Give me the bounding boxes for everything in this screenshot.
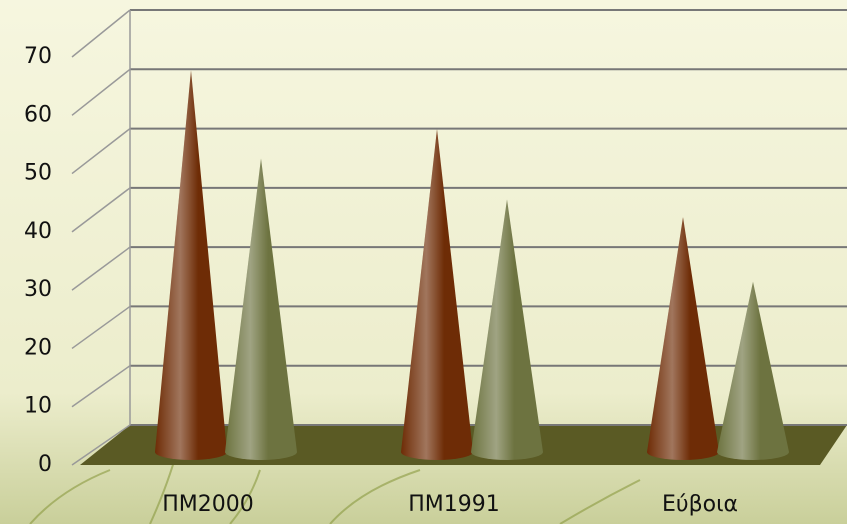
y-tick-label: 50	[24, 161, 52, 186]
y-tick-label: 70	[24, 44, 52, 69]
cone-shade	[155, 70, 227, 460]
grid-line-side	[71, 305, 131, 350]
x-tick-label: ΠΜ2000	[162, 492, 254, 517]
cone-shade	[647, 217, 719, 460]
y-tick-label: 20	[24, 335, 52, 360]
grid-line-side	[71, 424, 131, 466]
y-tick-label: 10	[24, 394, 52, 419]
cone-shade	[471, 199, 543, 460]
cone-shade	[717, 281, 789, 460]
y-tick-label: 0	[38, 452, 52, 477]
grid-line-side	[71, 187, 131, 233]
y-tick-label: 60	[24, 102, 52, 127]
grid-line-side	[71, 68, 131, 116]
cone-shade	[225, 158, 297, 460]
y-tick-label: 40	[24, 219, 52, 244]
grid-line-side	[71, 9, 131, 58]
grass-decoration	[29, 439, 641, 524]
grid-line-side	[71, 365, 131, 408]
y-tick-label: 30	[24, 277, 52, 302]
grid-line-side	[71, 246, 131, 291]
cone-shade	[401, 129, 473, 461]
grid-line-side	[71, 127, 131, 175]
x-tick-label: ΠΜ1991	[408, 492, 500, 517]
x-tick-label: Εύβοια	[662, 492, 738, 517]
